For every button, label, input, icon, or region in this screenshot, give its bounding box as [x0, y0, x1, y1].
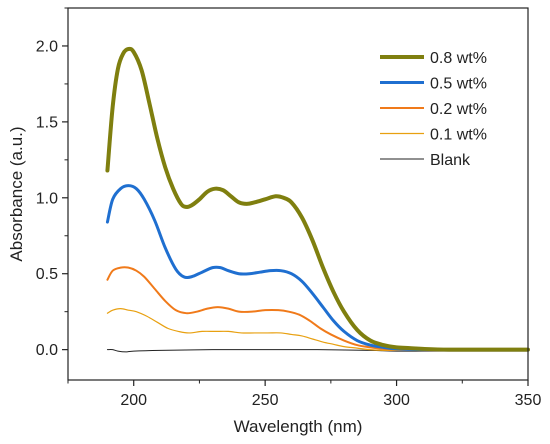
series-line-0-5-wt	[105, 184, 530, 352]
series-line-blank	[106, 349, 529, 353]
x-tick-label: 350	[515, 392, 542, 409]
x-tick-label: 300	[383, 392, 410, 409]
x-axis-title: Wavelength (nm)	[234, 417, 363, 436]
legend-label-0-5-wt: 0.5 wt%	[430, 76, 487, 93]
legend-label-0-2-wt: 0.2 wt%	[430, 101, 487, 118]
y-tick-label: 1.5	[36, 114, 58, 131]
series-line-0-2-wt	[106, 266, 529, 352]
y-axis-title: Absorbance (a.u.)	[7, 126, 26, 261]
x-tick-label: 250	[252, 392, 279, 409]
y-tick-label: 0.5	[36, 266, 58, 283]
legend-label-0-8-wt: 0.8 wt%	[430, 50, 487, 67]
series-layer	[105, 46, 530, 353]
y-tick-label: 1.0	[36, 190, 58, 207]
plot-frame	[67, 7, 529, 381]
y-tick-label: 2.0	[36, 38, 58, 55]
y-tick-label: 0.0	[36, 342, 58, 359]
series-line-0-1-wt	[106, 308, 529, 352]
legend-label-0-1-wt: 0.1 wt%	[430, 127, 487, 144]
legend-label-blank: Blank	[430, 152, 471, 169]
series-line-0-8-wt	[105, 46, 530, 352]
ticks-layer: 200 250 300 350 0.0 0.5 1.0 1.5 2.0	[36, 7, 542, 409]
x-tick-label: 200	[120, 392, 147, 409]
legend: 0.8 wt% 0.5 wt% 0.2 wt% 0.1 wt% Blank	[380, 50, 487, 169]
